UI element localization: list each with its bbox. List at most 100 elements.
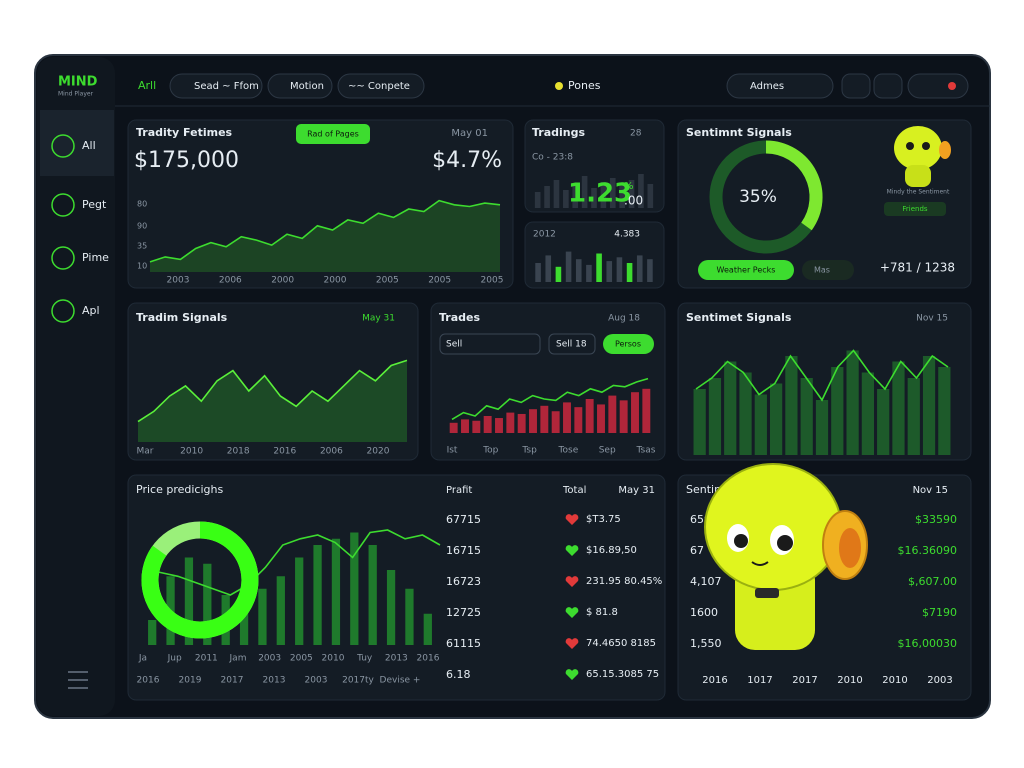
bar (535, 263, 541, 282)
badge[interactable] (296, 124, 370, 144)
cell: 16723 (446, 575, 481, 588)
y-tick-label: 80 (137, 200, 147, 209)
nav-icon[interactable] (51, 299, 75, 323)
admin-search[interactable] (726, 73, 834, 99)
profile-button[interactable] (907, 73, 969, 99)
nav-icons (51, 134, 75, 323)
select-text: Sell (446, 340, 462, 350)
cell: $16.89,50 (586, 545, 637, 556)
select[interactable] (548, 333, 596, 355)
date: May 31 (362, 314, 395, 324)
cell: $16.36090 (898, 544, 958, 557)
x-tick-label: Tose (558, 446, 579, 456)
alert-dot (948, 82, 956, 90)
x-tick-label: 2016 (702, 675, 727, 686)
label: 2012 (533, 230, 556, 240)
cell: $33590 (915, 513, 957, 526)
cell: $,607.00 (908, 575, 957, 588)
topbar-buttons (169, 73, 969, 99)
bar (591, 188, 597, 208)
search-text: Sead ~ Ffom (194, 81, 259, 92)
bar (331, 538, 341, 645)
bar (350, 532, 359, 645)
bar (739, 372, 752, 455)
cell: $ 81.8 (586, 607, 618, 618)
status-dot (555, 82, 563, 90)
icon-button[interactable] (841, 73, 871, 99)
nav-icon[interactable] (51, 193, 75, 217)
bar (877, 389, 890, 455)
panel (430, 302, 666, 461)
nav-active (40, 110, 114, 176)
x-tick-label: Mar (137, 447, 154, 457)
bar (575, 259, 582, 282)
button[interactable] (603, 334, 654, 354)
nav-label: Apl (82, 304, 100, 317)
cell: $7190 (922, 606, 957, 619)
bar (693, 389, 706, 455)
bar (907, 378, 920, 455)
x-tick-label: 2017ty (342, 676, 374, 686)
cell: 4,107 (690, 575, 722, 588)
bar (517, 413, 526, 433)
bar (708, 378, 722, 455)
search-text: Admes (750, 81, 784, 92)
x-tick-label: Sep (599, 446, 616, 456)
heart-icon (565, 545, 579, 556)
bar (540, 405, 549, 433)
motion-button[interactable] (267, 73, 333, 99)
x-tick-label: 2003 (305, 676, 328, 686)
line (137, 359, 408, 423)
bar (449, 422, 458, 433)
bar (295, 557, 304, 645)
bar (405, 588, 414, 645)
bar (785, 356, 798, 455)
sidebar (37, 57, 115, 716)
x-tick-label: Top (482, 446, 498, 456)
bar (631, 392, 639, 433)
search-box[interactable] (169, 73, 263, 99)
x-tick-label: 2010 (882, 675, 907, 686)
cell: 16715 (446, 544, 481, 557)
panel-title: Tradings (532, 126, 585, 139)
bar (770, 383, 783, 455)
bar (647, 184, 654, 208)
select-text: Mas (814, 266, 830, 275)
bar (638, 174, 644, 208)
donut-segment (141, 521, 259, 639)
x-tick-label: Tuy (356, 654, 373, 664)
badge: 28 (630, 129, 642, 139)
nav-icon[interactable] (51, 134, 75, 158)
select[interactable] (439, 333, 541, 355)
tag (884, 202, 946, 216)
cell: 1600 (690, 606, 718, 619)
x-tick-label: 2006 (219, 276, 242, 286)
menu-icon[interactable] (68, 671, 88, 689)
button-text: Weather Pecks (717, 266, 776, 275)
button[interactable] (698, 260, 794, 280)
badge-text: Rad of Pages (307, 130, 359, 139)
x-tick-label: 2006 (320, 447, 343, 457)
compete-button[interactable] (337, 73, 425, 99)
bar (616, 257, 623, 282)
bar (563, 190, 569, 208)
bar (472, 420, 481, 433)
page-title: Pones (568, 79, 601, 92)
mascot-text: Mindy the Sentiment (887, 189, 950, 196)
cell: 67715 (446, 513, 481, 526)
bar (586, 264, 592, 282)
nav-icon[interactable] (51, 246, 75, 270)
cell: 1,550 (690, 637, 722, 650)
select[interactable] (802, 260, 854, 280)
date: May 01 (451, 128, 488, 139)
bar (555, 266, 562, 282)
bar (636, 255, 643, 282)
icon-button[interactable] (873, 73, 903, 99)
x-tick-label: 2010 (837, 675, 862, 686)
big-value: 1.23 (568, 179, 632, 209)
bar (626, 263, 633, 282)
bar (574, 407, 583, 433)
cell: 67 (690, 544, 704, 557)
x-tick-label: 2016 (417, 654, 440, 664)
bar (148, 620, 157, 645)
